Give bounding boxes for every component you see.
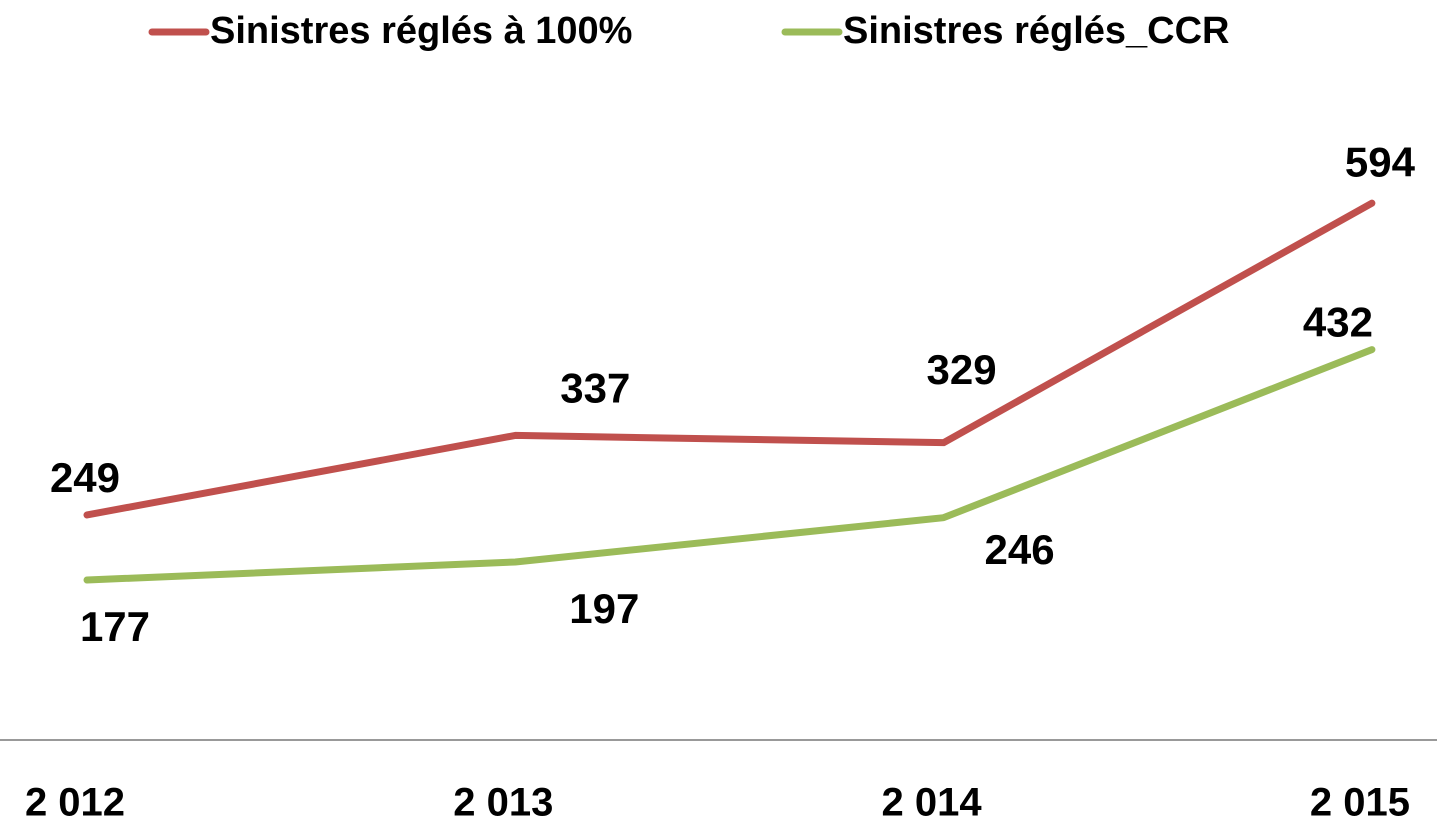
data-label: 177 [80, 603, 150, 650]
data-label: 337 [560, 365, 630, 412]
x-tick-label: 2 013 [453, 781, 553, 825]
data-label: 246 [985, 526, 1055, 573]
legend-label: Sinistres réglés_CCR [843, 10, 1230, 52]
series-line [83, 199, 1376, 519]
legend-label: Sinistres réglés à 100% [210, 10, 632, 52]
data-label: 249 [50, 454, 120, 501]
data-label: 594 [1345, 138, 1416, 185]
x-tick-label: 2 012 [25, 781, 125, 825]
x-tick-label: 2 014 [882, 781, 983, 825]
series-line [83, 346, 1376, 584]
x-tick-label: 2 015 [1310, 781, 1410, 825]
data-label: 197 [569, 585, 639, 632]
data-label: 432 [1303, 299, 1373, 346]
data-label: 329 [927, 346, 997, 393]
